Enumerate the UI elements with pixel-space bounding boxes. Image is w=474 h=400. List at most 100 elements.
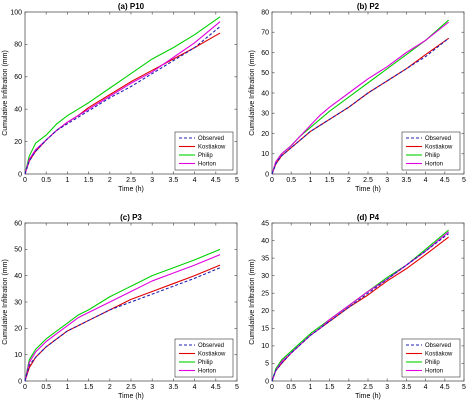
y-tick-label: 60 <box>261 50 269 57</box>
series-line-horton <box>24 21 221 175</box>
legend-label: Philip <box>425 360 440 366</box>
x-tick-label: 3 <box>150 384 154 391</box>
series-line-observed <box>271 37 449 175</box>
legend-label: Observed <box>425 136 451 142</box>
x-tick-label: 0.5 <box>41 177 51 184</box>
x-tick-label: 5 <box>235 177 239 184</box>
x-tick-label: 2 <box>347 384 351 391</box>
x-tick-label: 0 <box>23 384 27 391</box>
legend-label: Kostiakow <box>425 145 453 151</box>
x-tick-label: 0.5 <box>41 384 51 391</box>
legend-label: Philip <box>425 153 440 159</box>
x-tick-label: 3.5 <box>402 177 412 184</box>
y-tick-label: 80 <box>14 42 22 49</box>
legend-label: Horton <box>198 369 216 375</box>
legend-label: Kostiakow <box>425 352 453 358</box>
x-tick-label: 1.5 <box>325 384 335 391</box>
y-tick-label: 20 <box>261 308 269 315</box>
x-tick-label: 3.5 <box>402 384 412 391</box>
y-tick-label: 10 <box>261 151 269 158</box>
x-tick-label: 3 <box>150 177 154 184</box>
y-tick-label: 5 <box>265 361 269 368</box>
legend-label: Observed <box>425 343 451 349</box>
x-axis-label: Time (h) <box>355 393 381 400</box>
x-tick-label: 4.5 <box>211 177 221 184</box>
x-tick-label: 4 <box>424 177 428 184</box>
x-tick-label: 2.5 <box>126 384 136 391</box>
legend-label: Observed <box>198 136 224 142</box>
y-tick-label: 0 <box>265 378 269 385</box>
y-tick-label: 30 <box>14 299 22 306</box>
y-tick-label: 30 <box>261 273 269 280</box>
x-tick-label: 0 <box>23 177 27 184</box>
y-tick-label: 50 <box>261 70 269 77</box>
y-tick-label: 80 <box>261 9 269 16</box>
series-line-horton <box>271 21 449 175</box>
x-tick-label: 1 <box>308 384 312 391</box>
chart-panel-3: (c) P30 0.5 1 1.5 2 2.5 3 3.5 4 4.5 50102030405060… <box>2 213 239 400</box>
series-line-observed <box>24 26 221 175</box>
x-tick-label: 2.5 <box>363 177 373 184</box>
y-tick-label: 40 <box>14 273 22 280</box>
chart-title: (c) P3 <box>120 213 142 222</box>
x-tick-label: 1.5 <box>84 384 94 391</box>
x-tick-label: 4 <box>193 177 197 184</box>
series-line-horton <box>24 254 221 382</box>
chart-title: (a) P10 <box>118 2 145 11</box>
y-tick-label: 10 <box>261 343 269 350</box>
legend-label: Philip <box>198 153 213 159</box>
x-tick-label: 2.5 <box>126 177 136 184</box>
y-tick-label: 40 <box>261 90 269 97</box>
y-axis-label: Cumulative Infiltration (mm) <box>249 50 256 136</box>
x-tick-label: 3 <box>385 177 389 184</box>
legend-label: Kostiakow <box>198 352 226 358</box>
y-tick-label: 60 <box>14 74 22 81</box>
y-tick-label: 15 <box>261 326 269 333</box>
x-tick-label: 4 <box>424 384 428 391</box>
y-tick-label: 70 <box>261 30 269 37</box>
x-tick-label: 4.5 <box>211 384 221 391</box>
y-axis-label: Cumulative Infiltration (mm) <box>2 50 9 136</box>
x-tick-label: 5 <box>462 384 466 391</box>
y-tick-label: 20 <box>14 139 22 146</box>
legend-label: Horton <box>425 369 443 375</box>
x-tick-label: 2.5 <box>363 384 373 391</box>
x-tick-label: 0.5 <box>286 384 296 391</box>
y-tick-label: 100 <box>10 9 22 16</box>
chart-panel-1: (a) P10 0 0.5 1 1.5 2 2.5 3 3.5 4 4.5 5 0 20 40 60 80 100… <box>2 2 239 193</box>
y-tick-label: 25 <box>261 291 269 298</box>
y-tick-label: 30 <box>261 111 269 118</box>
legend-label: Horton <box>425 162 443 168</box>
x-tick-label: 0 <box>270 384 274 391</box>
x-tick-label: 1 <box>308 177 312 184</box>
x-tick-label: 2 <box>347 177 351 184</box>
x-axis-label: Time (h) <box>118 186 144 193</box>
y-tick-label: 0 <box>18 171 22 178</box>
x-tick-label: 3 <box>385 384 389 391</box>
x-tick-label: 4.5 <box>440 177 450 184</box>
y-tick-label: 35 <box>261 255 269 262</box>
x-tick-label: 2 <box>108 384 112 391</box>
legend-label: Horton <box>198 162 216 168</box>
chart-title: (b) P2 <box>357 2 380 11</box>
x-tick-label: 1.5 <box>84 177 94 184</box>
y-axis-label: Cumulative Infiltration (mm) <box>249 259 256 345</box>
y-tick-label: 0 <box>18 378 22 385</box>
y-tick-label: 45 <box>261 220 269 227</box>
x-tick-label: 4 <box>193 384 197 391</box>
x-tick-label: 1 <box>65 177 69 184</box>
x-tick-label: 3.5 <box>169 177 179 184</box>
series-line-observed <box>271 233 449 382</box>
series-line-philip <box>24 16 221 175</box>
y-tick-label: 20 <box>14 326 22 333</box>
x-tick-label: 4.5 <box>440 384 450 391</box>
x-tick-label: 5 <box>462 177 466 184</box>
y-tick-label: 0 <box>265 171 269 178</box>
chart-title: (d) P4 <box>357 213 380 222</box>
x-tick-label: 3.5 <box>169 384 179 391</box>
x-tick-label: 0.5 <box>286 177 296 184</box>
y-tick-label: 60 <box>14 220 22 227</box>
y-tick-label: 50 <box>14 247 22 254</box>
series-line-observed <box>24 267 221 382</box>
